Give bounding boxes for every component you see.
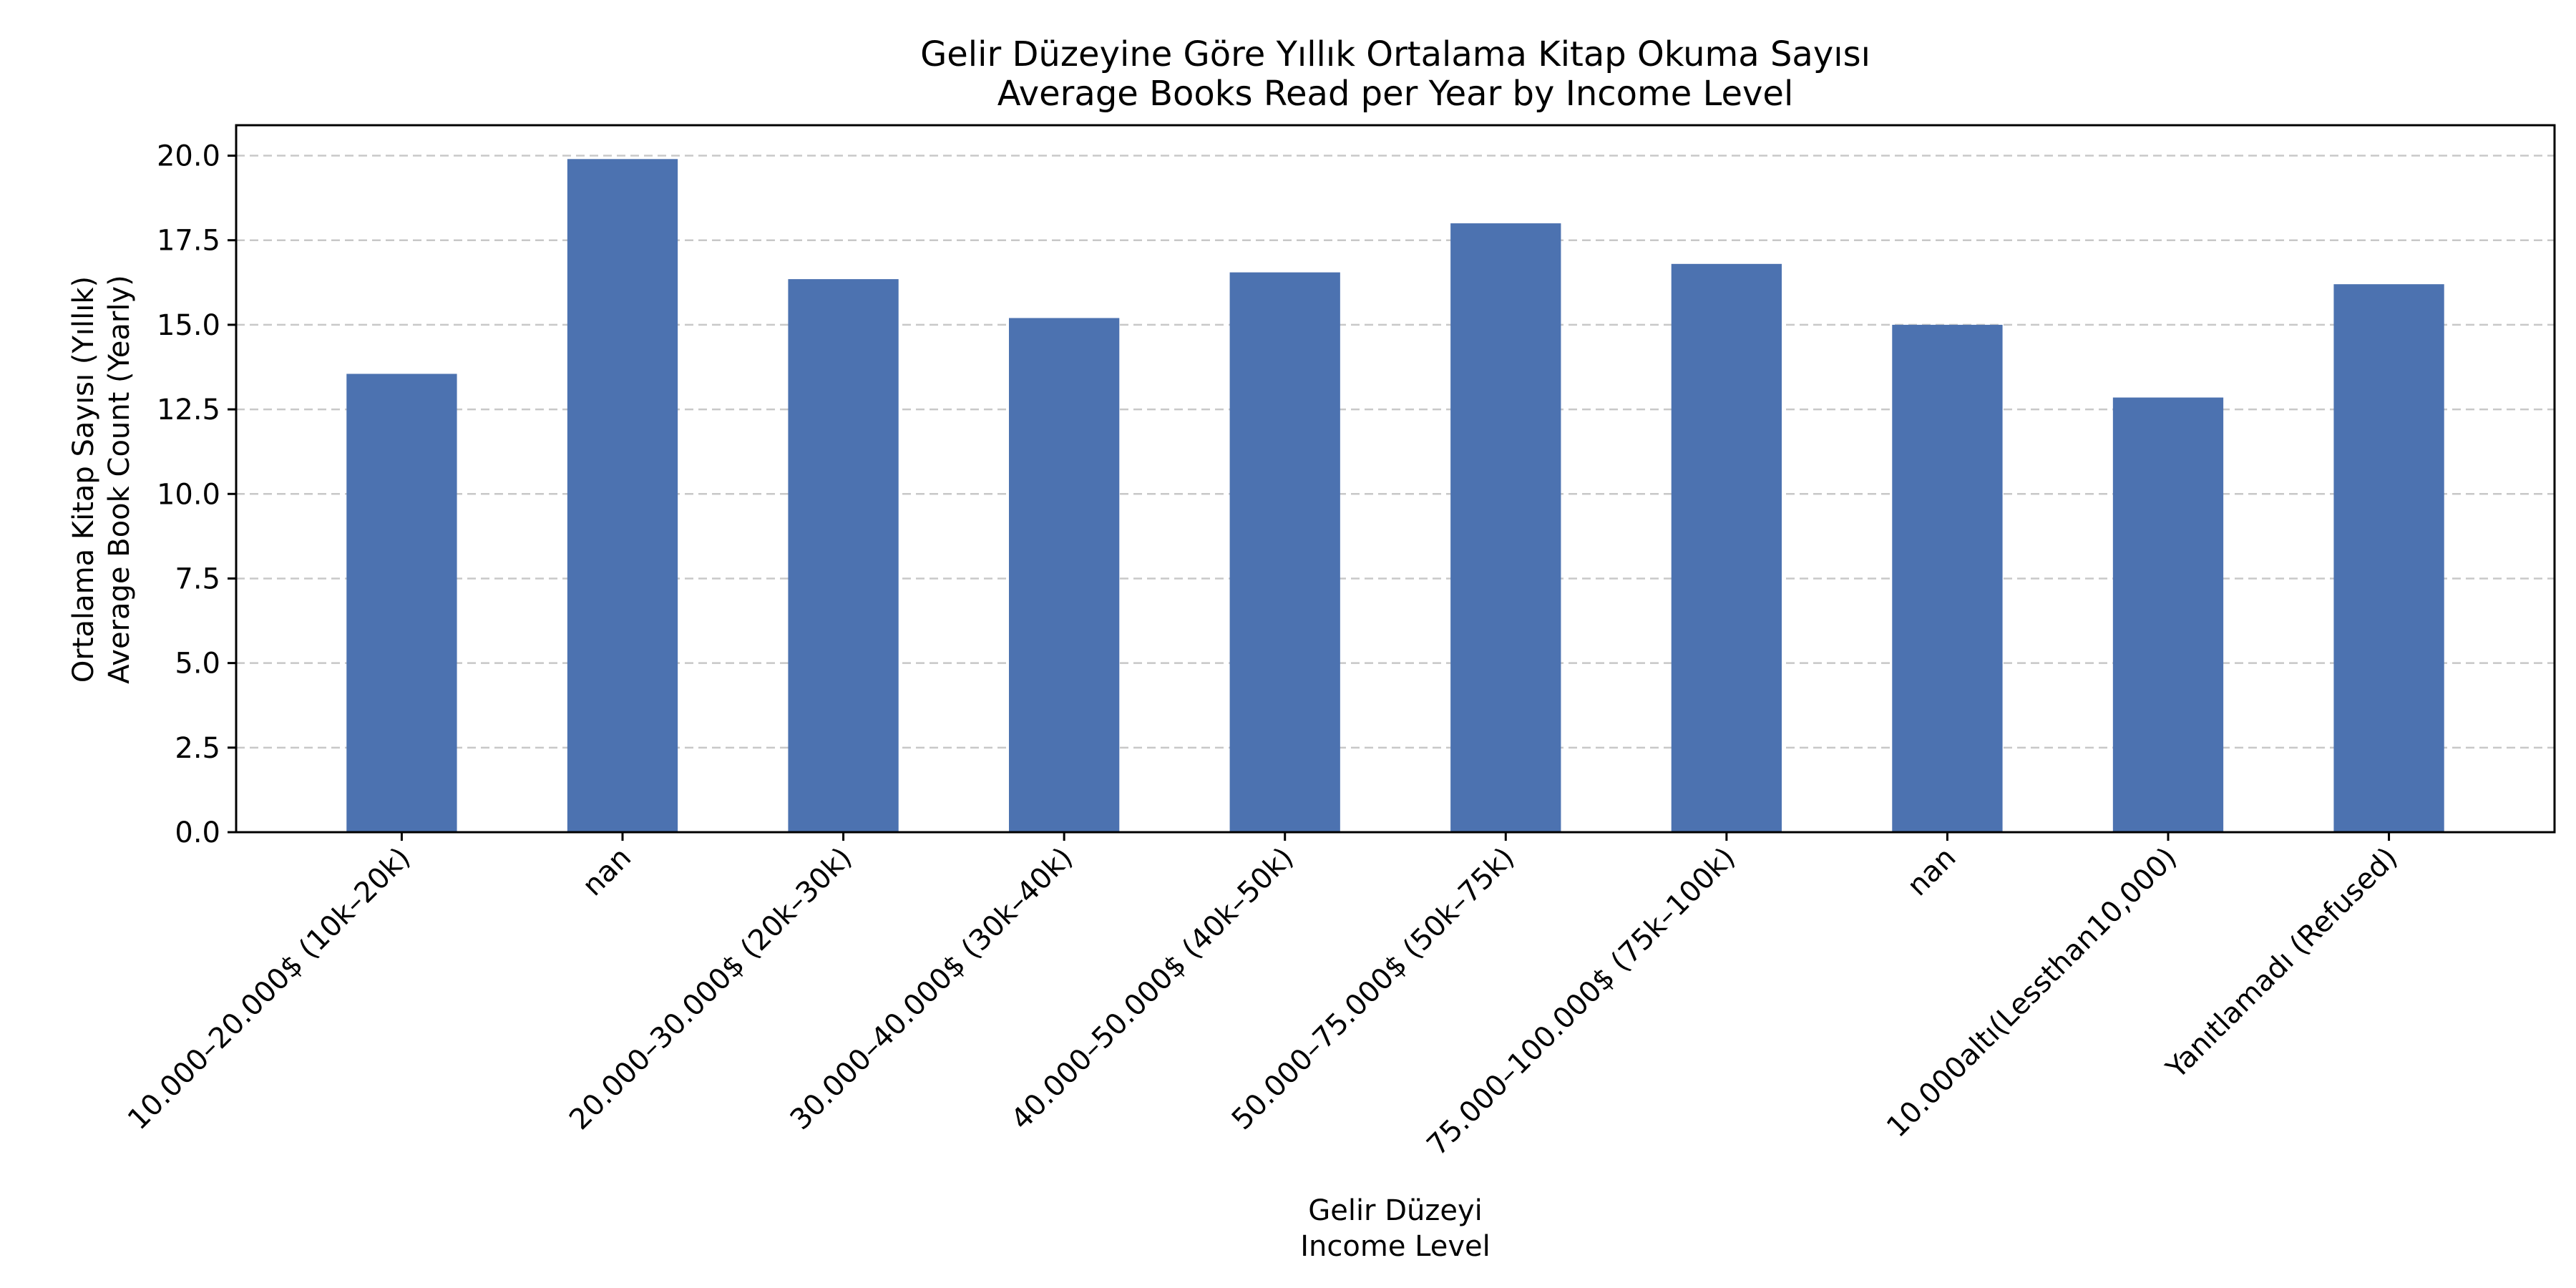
x-axis-label: Gelir Düzeyi	[1308, 1194, 1483, 1227]
x-tick-label: nan	[576, 841, 638, 903]
y-tick-label: 10.0	[157, 478, 220, 511]
bar	[567, 159, 678, 833]
bar	[1009, 318, 1120, 832]
bar	[346, 374, 457, 832]
x-tick-label: 10.000–20.000$ (10k–20k)	[122, 841, 417, 1137]
y-tick-label: 15.0	[157, 309, 220, 342]
x-tick-label: Yanıtlamadı (Refused)	[2160, 841, 2404, 1086]
y-tick-label: 0.0	[175, 816, 220, 849]
bar	[1229, 272, 1340, 832]
bar	[788, 279, 899, 832]
y-tick-label: 2.5	[175, 732, 220, 765]
y-tick-label: 5.0	[175, 648, 220, 680]
y-axis-label: Ortalama Kitap Sayısı (Yıllık)	[67, 276, 100, 683]
x-axis-ticks: 10.000–20.000$ (10k–20k) nan20.000–30.000…	[122, 832, 2404, 1162]
chart-title: Gelir Düzeyine Göre Yıllık Ortalama Kita…	[920, 34, 1870, 74]
bar	[2333, 284, 2444, 832]
x-axis-label-secondary: Income Level	[1300, 1230, 1491, 1263]
bar	[2112, 397, 2224, 832]
x-tick-label: nan	[1901, 841, 1963, 903]
y-tick-label: 12.5	[157, 394, 220, 426]
bar	[1450, 223, 1561, 832]
bar	[1671, 263, 1782, 832]
plot-frame	[235, 124, 2556, 834]
y-axis-label-secondary: Average Book Count (Yearly)	[103, 275, 136, 683]
chart-subtitle: Average Books Read per Year by Income Le…	[997, 74, 1794, 114]
y-tick-label: 20.0	[157, 140, 220, 173]
bars	[346, 159, 2444, 833]
y-axis-ticks: 0.0 2.5 5.0 7.5 10.0 12.5 15.0 17.5 20.0	[157, 140, 236, 849]
bar	[1892, 324, 2003, 833]
y-tick-label: 7.5	[175, 562, 220, 595]
y-tick-label: 17.5	[157, 225, 220, 258]
